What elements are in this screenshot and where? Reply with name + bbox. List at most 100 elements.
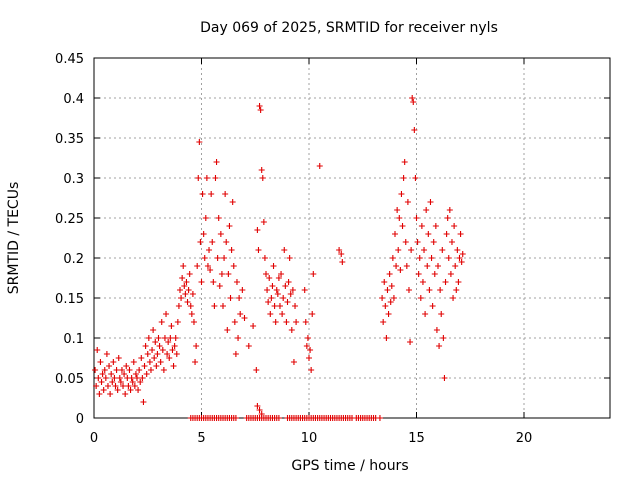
data-point <box>306 355 312 361</box>
data-point <box>288 327 295 333</box>
data-point <box>425 231 432 237</box>
data-point <box>339 259 346 265</box>
data-point <box>109 379 116 385</box>
data-point <box>445 255 452 261</box>
data-point <box>100 387 107 393</box>
data-point <box>186 271 193 277</box>
data-point <box>379 295 386 301</box>
data-point <box>208 191 215 197</box>
data-point <box>142 343 149 349</box>
data-point <box>146 359 153 365</box>
data-series <box>92 95 466 421</box>
data-point <box>181 283 188 289</box>
data-point <box>431 271 438 277</box>
data-point <box>183 279 190 285</box>
data-point <box>254 403 261 409</box>
data-point <box>452 263 459 269</box>
data-point <box>193 343 200 349</box>
data-point <box>182 291 189 297</box>
data-point <box>281 247 288 253</box>
data-point <box>433 327 440 333</box>
data-point <box>400 175 407 181</box>
data-point <box>102 375 109 381</box>
data-point <box>156 343 163 349</box>
data-point <box>424 263 431 269</box>
data-point <box>455 279 462 285</box>
data-point <box>130 359 137 365</box>
data-point <box>397 267 404 273</box>
data-point <box>293 319 300 325</box>
data-point <box>111 375 118 381</box>
data-point <box>164 351 171 357</box>
data-point <box>450 295 457 301</box>
data-point <box>104 383 111 389</box>
data-point <box>260 219 267 225</box>
data-point <box>287 291 294 297</box>
data-point <box>426 287 433 293</box>
data-point <box>217 231 224 237</box>
data-point <box>255 247 262 253</box>
data-point <box>275 275 282 281</box>
data-point <box>245 343 252 349</box>
y-tick-label: 0.1 <box>63 332 84 347</box>
data-point <box>271 303 278 309</box>
data-point <box>196 139 203 145</box>
data-point <box>144 351 151 357</box>
data-point <box>446 207 453 213</box>
data-point <box>190 319 197 325</box>
data-point <box>265 299 272 305</box>
data-point <box>132 371 139 377</box>
data-point <box>114 387 121 393</box>
data-point <box>188 311 195 317</box>
data-point <box>301 287 308 293</box>
data-point <box>282 283 289 289</box>
data-point <box>224 327 231 333</box>
data-point <box>256 407 263 413</box>
data-point <box>118 367 125 373</box>
data-point <box>389 255 396 261</box>
data-point <box>155 335 162 341</box>
data-point <box>316 163 323 169</box>
data-point <box>336 247 343 253</box>
data-point <box>302 319 309 325</box>
y-tick-label: 0.45 <box>55 52 84 67</box>
data-point <box>127 387 134 393</box>
data-point <box>166 355 173 361</box>
data-point <box>259 175 266 181</box>
y-axis-label: SRMTID / TECUs <box>6 182 22 295</box>
data-point <box>266 275 273 281</box>
x-tick-label: 5 <box>197 431 205 446</box>
data-point <box>207 267 214 273</box>
data-point <box>232 351 239 357</box>
data-point <box>303 343 310 349</box>
y-axis: 0 0.05 0.1 0.15 0.2 0.25 0.3 0.35 0.4 0.45 <box>55 52 610 427</box>
data-point <box>134 375 140 381</box>
data-point <box>216 283 223 289</box>
data-point <box>189 291 196 297</box>
data-point <box>168 323 175 329</box>
data-point <box>447 271 454 277</box>
data-point <box>458 259 465 265</box>
data-point <box>275 415 282 421</box>
data-point <box>215 215 222 221</box>
data-point <box>289 287 296 293</box>
data-point <box>163 311 170 317</box>
x-tick-label: 15 <box>408 431 425 446</box>
data-point <box>381 279 388 285</box>
data-point <box>225 271 232 277</box>
y-tick-label: 0.35 <box>55 132 84 147</box>
data-point <box>138 355 145 361</box>
data-point <box>204 263 211 269</box>
data-point <box>386 271 393 277</box>
data-point <box>239 287 246 293</box>
data-point <box>280 295 287 301</box>
data-point <box>103 351 110 357</box>
data-point <box>231 319 238 325</box>
data-point <box>310 271 317 277</box>
data-point <box>153 363 160 369</box>
data-point <box>392 231 398 237</box>
data-point <box>179 275 186 281</box>
data-point <box>226 223 233 229</box>
data-point <box>160 367 167 373</box>
